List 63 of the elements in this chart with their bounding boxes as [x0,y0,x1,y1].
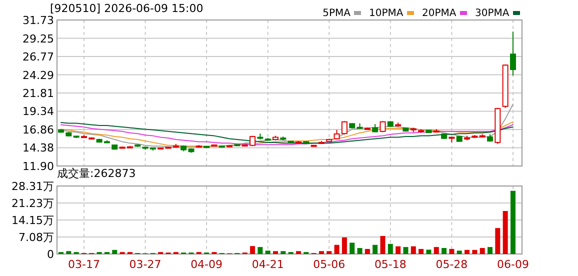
y-tick-label: 16.86 [22,123,54,136]
bar [326,251,332,254]
y-tick-label: 14.15万 [12,214,54,228]
bar [510,190,516,254]
chart-title: [920510] 2026-06-09 15:00 [50,2,204,15]
bar [480,248,485,254]
bar [280,251,286,254]
legend-label: 5PMA [322,8,351,19]
legend-label: 30PMA [475,8,510,19]
y-tick-label: 21.81 [22,87,54,100]
bar [350,242,355,254]
bar [296,251,301,254]
y-tick-label: 24.29 [22,68,54,82]
bar [372,244,378,254]
y-tick-label: 19.34 [22,105,54,118]
bar [364,248,370,254]
y-tick-label: 14.38 [22,142,54,155]
y-tick-label: 21.23万 [12,197,54,210]
bar [273,251,278,254]
bar [357,248,362,254]
y-tick-label: 7.08万 [18,230,54,244]
x-tick-label: 05-18 [374,258,406,271]
bar [265,250,270,254]
bar [334,244,340,254]
y-tick-label: 11.90 [22,160,54,173]
x-tick-label: 05-06 [313,258,346,271]
bar [472,250,478,254]
candlestick [510,31,516,76]
x-tick-label: 04-21 [252,258,284,271]
bar [434,247,439,254]
legend-label: 10PMA [369,8,404,19]
bar [464,250,470,254]
bar [318,251,324,254]
bar [502,211,508,254]
bar [396,246,401,254]
y-tick-label: 28.31万 [12,180,54,193]
bar [495,228,500,254]
bar [426,250,432,254]
bar [488,247,493,254]
y-tick-label: 31.73 [22,14,54,27]
x-tick-label: 06-09 [497,258,529,271]
bar [66,251,72,254]
bar [449,248,454,254]
bar [258,247,263,254]
bar [112,250,118,254]
legend-label: 20PMA [422,8,456,19]
bar [250,246,256,254]
bar [380,236,386,254]
y-tick-label: 0 [47,248,54,261]
bar [410,246,416,254]
bar [456,250,462,254]
x-tick-label: 03-17 [68,258,100,271]
x-tick-label: 04-09 [190,258,223,271]
y-tick-label: 26.77 [22,50,54,64]
y-tick-label: 29.25 [22,32,54,46]
x-tick-label: 05-28 [436,258,468,271]
chart-title: 成交量:262873 [57,167,136,180]
bar [403,247,408,254]
bar [442,248,447,254]
bar [388,244,393,254]
bar [418,248,424,254]
x-tick-label: 03-27 [129,258,162,271]
bar [342,237,347,254]
